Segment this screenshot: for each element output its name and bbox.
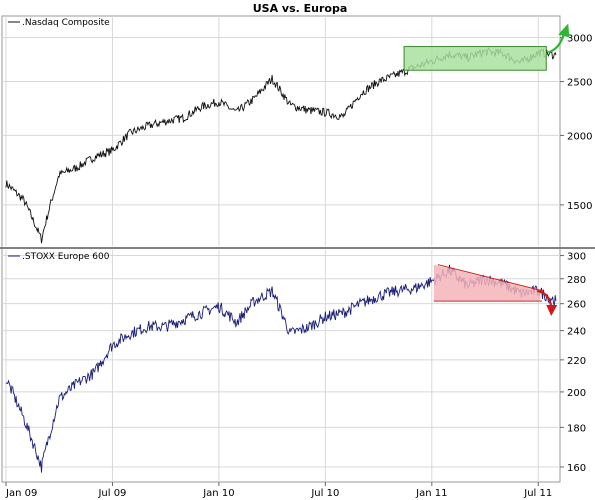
y-tick-label: 2000 xyxy=(567,131,592,142)
x-tick-label: Jul 10 xyxy=(310,488,339,499)
resistance-line xyxy=(437,264,544,292)
up-arrow-shaft xyxy=(547,32,566,54)
y-tick-label: 1500 xyxy=(567,201,592,212)
x-tick-label: Jan 11 xyxy=(415,488,447,499)
y-tick-label: 160 xyxy=(567,463,586,474)
consolidation-box xyxy=(403,46,547,71)
y-tick-label: 260 xyxy=(567,300,586,311)
x-tick-label: Jul 09 xyxy=(97,488,126,499)
plot-layer: 1500 2000 2500 3000 .Nasdaq Composite 160 180 2… xyxy=(0,15,595,499)
series-line xyxy=(5,46,557,244)
up-arrow-head xyxy=(558,23,570,38)
y-tick-label: 200 xyxy=(567,388,586,399)
legend-label: .Nasdaq Composite xyxy=(22,18,110,28)
y-tick-label: 220 xyxy=(567,356,586,367)
down-arrow-shaft xyxy=(537,289,553,308)
x-tick-label: Jul 11 xyxy=(523,488,552,499)
y-tick-label: 2500 xyxy=(567,78,592,89)
y-tick-label: 3000 xyxy=(567,34,592,45)
y-tick-label: 300 xyxy=(567,252,586,263)
down-arrow-head xyxy=(546,304,558,316)
descending-triangle xyxy=(433,264,541,302)
y-tick-label: 240 xyxy=(567,327,586,338)
x-tick-label: Jan 09 xyxy=(5,488,37,499)
y-tick-label: 280 xyxy=(567,275,586,286)
y-tick-label: 180 xyxy=(567,423,586,434)
chart-title: USA vs. Europa xyxy=(253,2,348,15)
x-tick-label: Jan 10 xyxy=(202,488,234,499)
legend-label: .STOXX Europe 600 xyxy=(22,252,110,262)
